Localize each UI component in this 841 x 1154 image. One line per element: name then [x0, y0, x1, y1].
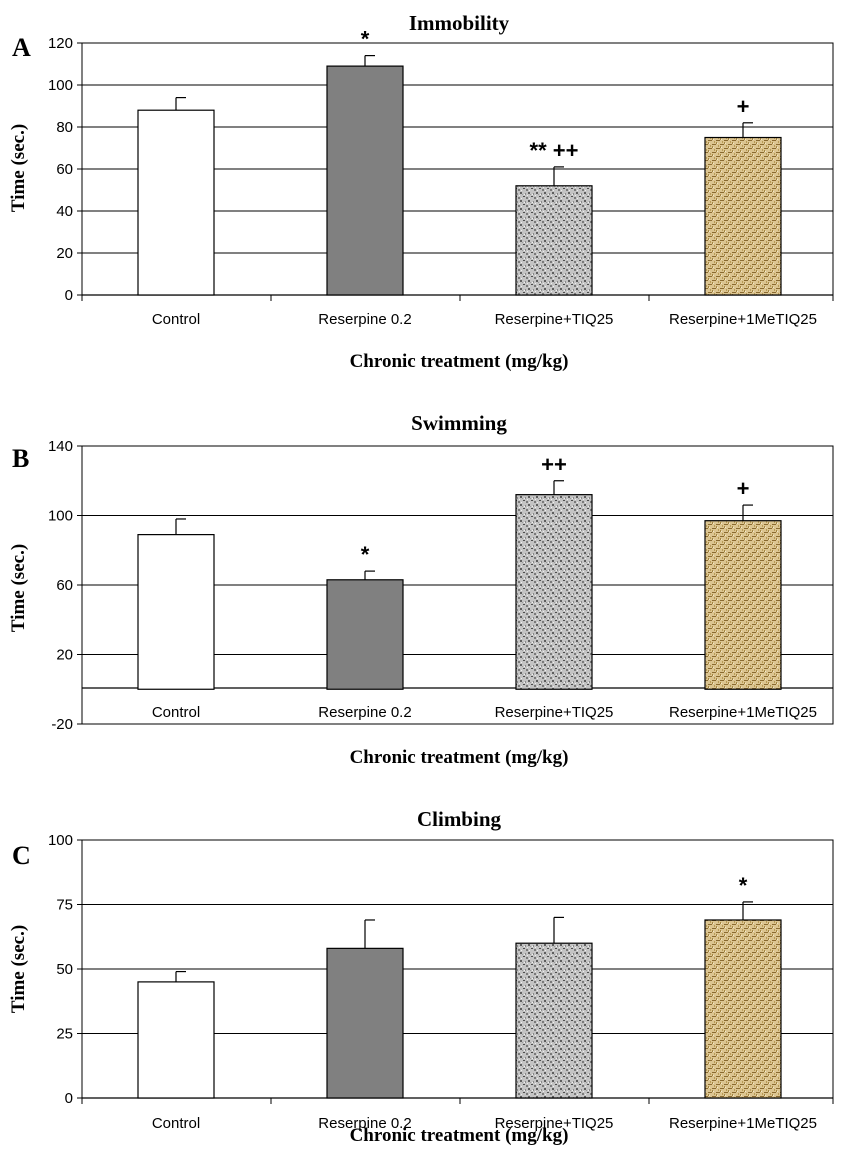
panel-a-title: Immobility	[409, 11, 510, 35]
panel-b-bar	[326, 579, 404, 690]
panel-c-y-tick-label: 75	[56, 897, 73, 914]
panel-b-title: Swimming	[411, 411, 507, 435]
panel-a-y-axis-label: Time (sec.)	[8, 124, 29, 212]
panel-c-x-axis-label: Chronic treatment (mg/kg)	[350, 1125, 569, 1146]
panel-c-significance-marker: *	[739, 873, 748, 898]
panel-a-bar	[515, 185, 593, 296]
panel-b-category-label: Control	[152, 704, 200, 721]
panel-a-bar	[704, 136, 782, 296]
panel-c-title: Climbing	[417, 807, 502, 831]
panel-c-category-label: Reserpine+1MeTIQ25	[669, 1115, 817, 1132]
panel-c-bar	[326, 947, 404, 1099]
panel-a-bar	[326, 65, 404, 296]
panel-a-bar	[137, 109, 215, 296]
panel-a-significance-marker: +	[737, 94, 750, 119]
panel-a-x-axis-label: Chronic treatment (mg/kg)	[350, 351, 569, 372]
panel-c: C Climbing Time (sec.) Chronic treatment…	[8, 807, 834, 1146]
panel-c-bar	[704, 919, 782, 1099]
panel-b-category-label: Reserpine+1MeTIQ25	[669, 704, 817, 721]
panel-c-y-tick-label: 0	[65, 1090, 73, 1107]
panel-a-significance-marker: *	[361, 27, 370, 52]
panel-a-plot-area: 0 20 40 60 80 100 120 Control * Reserpine 0.2 ** +…	[48, 27, 834, 328]
panel-c-y-tick-label: 50	[56, 961, 73, 978]
panel-b-plot-area: -20 20 60 100 140 Control * Reserpine 0.2 ++ Rese…	[48, 438, 834, 733]
panel-b-y-tick-label: 100	[48, 508, 73, 525]
panel-c-category-label: Reserpine+TIQ25	[495, 1115, 614, 1132]
panel-a-y-tick-label: 0	[65, 287, 73, 304]
panel-b-bar	[137, 534, 215, 690]
panel-letter-b: B	[12, 444, 29, 473]
panel-b-x-axis-label: Chronic treatment (mg/kg)	[350, 747, 569, 768]
panel-b-category-label: Reserpine 0.2	[318, 704, 411, 721]
panel-b-significance-marker: ++	[541, 452, 567, 477]
panel-letter-c: C	[12, 841, 31, 870]
panel-a-y-tick-label: 60	[56, 161, 73, 178]
panel-a-y-tick-label: 100	[48, 77, 73, 94]
panel-c-bar	[137, 981, 215, 1099]
panel-b-y-tick-label: 60	[56, 577, 73, 594]
panel-letter-a: A	[12, 33, 31, 62]
panel-b-significance-marker: *	[361, 542, 370, 567]
panel-a-category-label: Reserpine+TIQ25	[495, 311, 614, 328]
panel-b-y-tick-label: 20	[56, 647, 73, 664]
panel-b-bar	[704, 520, 782, 690]
panel-c-y-axis-label: Time (sec.)	[8, 925, 29, 1013]
panel-b-y-axis-label: Time (sec.)	[8, 544, 29, 632]
panel-a-category-label: Reserpine 0.2	[318, 311, 411, 328]
panel-a-category-label: Control	[152, 311, 200, 328]
panel-c-bar	[515, 942, 593, 1099]
panel-a-y-tick-label: 80	[56, 119, 73, 136]
panel-a: A Immobility Time (sec.) Chronic treatme…	[8, 11, 834, 372]
panel-b-category-label: Reserpine+TIQ25	[495, 704, 614, 721]
panel-c-plot-area: 0 25 50 75 100 Control Reserpine 0.2 Reserpine+…	[48, 832, 834, 1132]
panel-a-y-tick-label: 40	[56, 203, 73, 220]
panel-a-y-tick-label: 20	[56, 245, 73, 262]
panel-b: B Swimming Time (sec.) Chronic treatment…	[8, 411, 834, 768]
panel-a-significance-marker: ** ++	[530, 138, 579, 163]
panel-a-y-tick-label: 120	[48, 35, 73, 52]
panel-c-y-tick-label: 25	[56, 1026, 73, 1043]
panel-b-y-tick-label: 140	[48, 438, 73, 455]
panel-b-y-tick-label: -20	[51, 716, 73, 733]
panel-c-category-label: Reserpine 0.2	[318, 1115, 411, 1132]
panel-c-category-label: Control	[152, 1115, 200, 1132]
panel-b-significance-marker: +	[737, 476, 750, 501]
panel-b-bar	[515, 494, 593, 690]
panel-c-y-tick-label: 100	[48, 832, 73, 849]
panel-a-category-label: Reserpine+1MeTIQ25	[669, 311, 817, 328]
